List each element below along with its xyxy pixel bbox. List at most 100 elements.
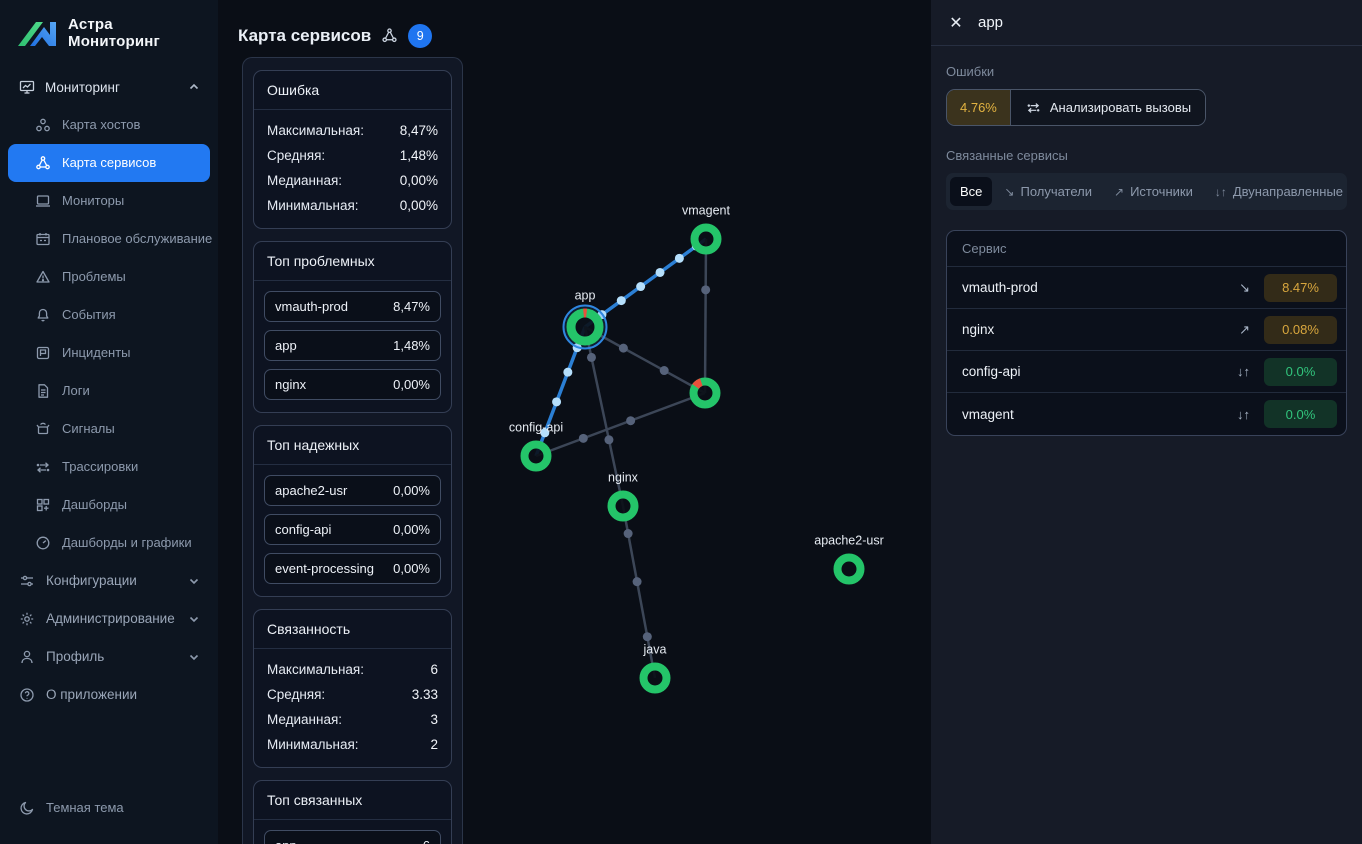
traces-icon	[34, 458, 51, 475]
table-row[interactable]: vmagent ↓↑ 0.0%	[947, 393, 1346, 435]
theme-toggle[interactable]: Темная тема	[0, 789, 218, 826]
filter-bidirectional[interactable]: ↓↑ Двунаправленные	[1214, 184, 1344, 199]
service-pill[interactable]: vmauth-prod 8,47%	[264, 291, 441, 322]
signals-icon	[34, 420, 51, 437]
svg-text:app: app	[575, 289, 596, 303]
sidebar-item-problems[interactable]: Проблемы	[8, 258, 210, 296]
service-name: vmagent	[962, 406, 1014, 422]
monitoring-icon	[18, 79, 35, 96]
service-pill[interactable]: app6	[264, 830, 441, 844]
sidebar-item-label: Карта хостов	[62, 117, 141, 132]
stat-row: Медианная: 0,00%	[267, 173, 438, 188]
page-title: Карта сервисов	[238, 25, 372, 45]
error-badge: 0.0%	[1264, 357, 1337, 386]
sidebar-item-administration[interactable]: Администрирование	[8, 600, 210, 638]
sidebar-item-configurations[interactable]: Конфигурации	[8, 562, 210, 600]
table-row[interactable]: vmauth-prod ↘ 8.47%	[947, 267, 1346, 309]
logo-icon	[18, 22, 56, 47]
sidebar-item-incidents[interactable]: Инциденты	[8, 334, 210, 372]
filter-sources[interactable]: ↗ Источники	[1114, 184, 1193, 199]
table-column-service: Сервис	[947, 231, 1346, 267]
error-badge: 0.0%	[1264, 400, 1337, 428]
sidebar-item-monitors[interactable]: Мониторы	[8, 182, 210, 220]
sidebar-item-dashboards[interactable]: Дашборды	[8, 486, 210, 524]
logs-icon	[34, 382, 51, 399]
direction-filter: Все ↘ Получатели ↗ Источники ↓↑ Двунаправле…	[946, 173, 1347, 210]
table-row[interactable]: nginx ↗ 0.08%	[947, 309, 1346, 351]
arrows-up-down-icon: ↓↑	[1214, 184, 1227, 199]
service-map-graph[interactable]: vmagent app config-api nginx apache2-usr java	[218, 0, 931, 844]
stat-row: Максимальная: 6	[267, 662, 438, 677]
hosts-map-icon	[34, 116, 51, 133]
chevron-down-icon	[188, 613, 200, 625]
main-area: vmagent app config-api nginx apache2-usr java…	[218, 0, 931, 844]
sidebar-item-traces[interactable]: Трассировки	[8, 448, 210, 486]
top-connected-card: Топ связанных app6 config-api3 vmagent3	[253, 780, 452, 844]
card-title: Топ проблемных	[254, 242, 451, 281]
table-row[interactable]: config-api ↓↑ 0.0%	[947, 351, 1346, 393]
sidebar-item-hosts-map[interactable]: Карта хостов	[8, 106, 210, 144]
service-map-icon	[381, 27, 398, 44]
sidebar-item-label: Проблемы	[62, 269, 126, 284]
incidents-icon	[34, 344, 51, 361]
stat-row: Средняя: 1,48%	[267, 148, 438, 163]
events-icon	[34, 306, 51, 323]
sidebar-item-maintenance[interactable]: Плановое обслуживание	[8, 220, 212, 258]
sidebar-item-about[interactable]: О приложении	[8, 676, 210, 714]
stat-row: Минимальная: 2	[267, 737, 438, 752]
about-icon	[18, 686, 35, 703]
service-pill[interactable]: apache2-usr 0,00%	[264, 475, 441, 506]
svg-text:java: java	[643, 643, 667, 657]
moon-icon	[18, 799, 35, 816]
sidebar-nav: Мониторинг Карта хостов Карта сервисов М…	[0, 65, 218, 790]
sidebar-item-label: Сигналы	[62, 421, 115, 436]
close-icon[interactable]: ✕	[949, 14, 963, 32]
card-title: Топ связанных	[254, 781, 451, 820]
service-pill[interactable]: config-api 0,00%	[264, 514, 441, 545]
service-pill[interactable]: event-processing 0,00%	[264, 553, 441, 584]
theme-toggle-label: Темная тема	[46, 800, 124, 815]
svg-text:apache2-usr: apache2-usr	[814, 534, 884, 548]
sidebar-group-label: Мониторинг	[45, 79, 120, 95]
errors-label: Ошибки	[946, 64, 995, 79]
stat-row: Медианная: 3	[267, 712, 438, 727]
profile-icon	[18, 648, 35, 665]
sidebar-item-logs[interactable]: Логи	[8, 372, 210, 410]
sidebar-item-label: Логи	[62, 383, 90, 398]
sidebar-group-monitoring[interactable]: Мониторинг	[8, 69, 210, 106]
top-reliable-card: Топ надежных apache2-usr 0,00% config-api…	[253, 425, 452, 597]
stats-panel: Ошибка Максимальная: 8,47% Средняя: 1,48% …	[242, 57, 463, 844]
sidebar-item-dashboards-graphs[interactable]: Дашборды и графики	[8, 524, 210, 562]
related-services-label: Связанные сервисы	[946, 148, 1068, 163]
stat-row: Средняя: 3.33	[267, 687, 438, 702]
traces-icon	[1025, 99, 1042, 116]
service-pill[interactable]: app 1,48%	[264, 330, 441, 361]
logo-text: Астра Мониторинг	[68, 16, 160, 51]
sidebar-item-label: Дашборды и графики	[62, 535, 192, 550]
error-analyze-group: 4.76% Анализировать вызовы	[946, 89, 1207, 126]
sidebar-item-profile[interactable]: Профиль	[8, 638, 210, 676]
arrows-up-down-icon: ↓↑	[1237, 364, 1250, 379]
service-pill[interactable]: nginx 0,00%	[264, 369, 441, 400]
arrow-down-right-icon: ↘	[1004, 184, 1015, 199]
sidebar-item-label: Карта сервисов	[62, 155, 157, 170]
arrow-up-right-icon: ↗	[1114, 184, 1125, 199]
analyze-calls-button[interactable]: Анализировать вызовы	[1010, 90, 1206, 125]
filter-receivers[interactable]: ↘ Получатели	[1004, 184, 1093, 199]
arrows-up-down-icon: ↓↑	[1237, 406, 1250, 422]
sidebar-item-events[interactable]: События	[8, 296, 210, 334]
sidebar-item-services-map[interactable]: Карта сервисов	[8, 143, 210, 182]
dashboards-graphs-icon	[34, 534, 51, 551]
services-count-badge: 9	[408, 23, 433, 48]
related-services-table: Сервис vmauth-prod ↘ 8.47% nginx ↗ 0.08%…	[946, 230, 1347, 436]
service-name: vmauth-prod	[962, 280, 1038, 295]
app-logo: Астра Мониторинг	[0, 10, 218, 65]
drawer-header: ✕ app	[931, 0, 1362, 46]
drawer-title: app	[978, 14, 1004, 31]
error-badge: 0.08%	[1264, 315, 1337, 344]
sidebar-item-signals[interactable]: Сигналы	[8, 410, 210, 448]
error-percent-chip: 4.76%	[947, 90, 1011, 125]
service-name: nginx	[962, 322, 995, 337]
filter-all[interactable]: Все	[950, 177, 993, 206]
chevron-down-icon	[188, 575, 200, 587]
